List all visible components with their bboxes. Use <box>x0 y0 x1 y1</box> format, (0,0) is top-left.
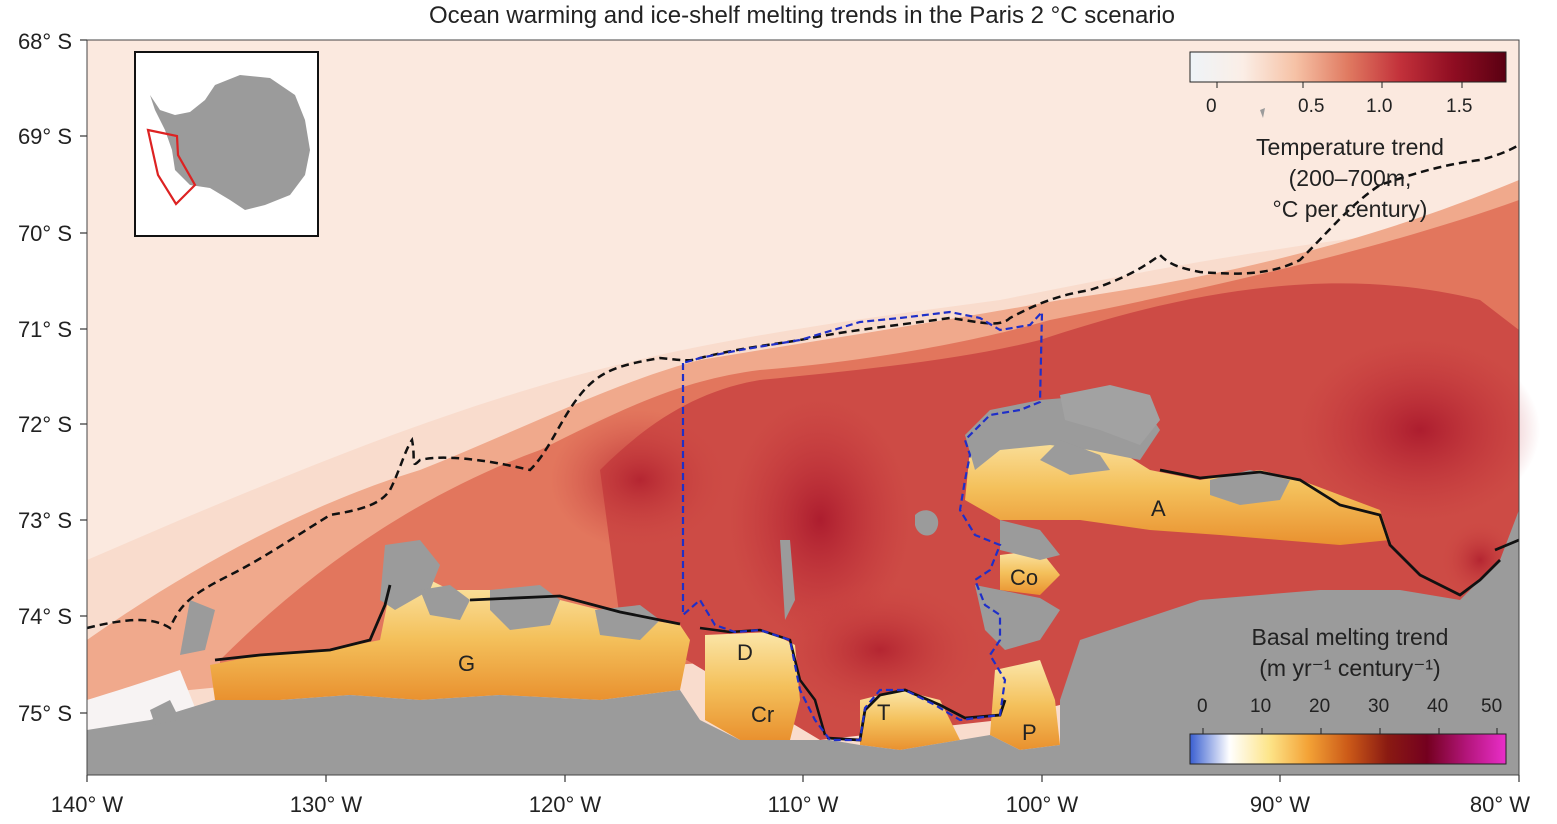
ice-shelf-label-abbot: A <box>1151 496 1166 521</box>
inset-region-outline <box>146 128 197 206</box>
lon-label-80: 80° W <box>1469 792 1531 817</box>
ice-shelf-label-getz: G <box>458 651 476 676</box>
latitude-ticks <box>80 39 87 714</box>
lat-label-75: 75° S <box>17 701 72 726</box>
melting-label-line-2: (m yr⁻¹ century⁻¹) <box>1259 655 1441 681</box>
lat-label-71: 71° S <box>17 317 72 342</box>
lon-label-90: 90° W <box>1249 792 1311 817</box>
melting-colorbar-label: Basal melting trend (m yr⁻¹ century⁻¹) <box>1200 622 1500 684</box>
temperature-label-line-3: °C per century) <box>1272 196 1428 222</box>
ice-shelf-label-crosson: Cr <box>751 702 775 727</box>
ice-shelf-label-thwaites: T <box>877 700 891 725</box>
longitude-ticks <box>86 775 1520 782</box>
melt-tick-40: 40 <box>1427 696 1449 717</box>
temperature-label-line-2: (200–700m, <box>1288 165 1412 191</box>
melting-colorbar <box>1189 728 1507 765</box>
melting-tick-labels: 0 10 20 30 40 50 <box>1190 696 1506 722</box>
temperature-colorbar-label: Temperature trend (200–700m, °C per cent… <box>1200 132 1500 225</box>
temp-tick-0: 0 <box>1206 96 1217 117</box>
temp-tick-0.5: 0.5 <box>1298 96 1325 117</box>
lat-label-72: 72° S <box>17 412 72 437</box>
land-mask <box>87 385 1519 775</box>
ice-shelf-label-cosgrove: Co <box>1010 565 1039 590</box>
temperature-label-line-1: Temperature trend <box>1256 134 1444 160</box>
melt-tick-10: 10 <box>1250 696 1272 717</box>
temperature-tick-labels: 0 0.5 1.0 1.5 <box>1190 96 1506 122</box>
map-title: Ocean warming and ice-shelf melting tren… <box>429 2 1175 29</box>
melt-tick-0: 0 <box>1197 696 1208 717</box>
ice-front-line <box>214 468 1520 662</box>
lat-label-74: 74° S <box>17 604 72 629</box>
lon-label-130: 130° W <box>289 792 363 817</box>
ice-shelf-label-dotson: D <box>737 640 753 665</box>
inset-locator-map <box>134 51 319 237</box>
temp-tick-1.5: 1.5 <box>1446 96 1473 117</box>
melt-tick-30: 30 <box>1368 696 1390 717</box>
lon-label-120: 120° W <box>528 792 602 817</box>
lon-label-140: 140° W <box>50 792 124 817</box>
lat-label-69: 69° S <box>17 124 72 149</box>
temperature-colorbar <box>1189 51 1507 118</box>
temp-tick-1.0: 1.0 <box>1366 96 1393 117</box>
melting-label-line-1: Basal melting trend <box>1251 624 1449 650</box>
lon-label-100: 100° W <box>1005 792 1079 817</box>
ice-shelf-label-pine-island: P <box>1022 720 1037 745</box>
melt-tick-50: 50 <box>1481 696 1503 717</box>
lon-label-110: 110° W <box>767 792 839 817</box>
lat-label-73: 73° S <box>17 508 72 533</box>
lat-label-70: 70° S <box>17 221 72 246</box>
melt-tick-20: 20 <box>1309 696 1331 717</box>
lat-label-68: 68° S <box>17 29 72 54</box>
